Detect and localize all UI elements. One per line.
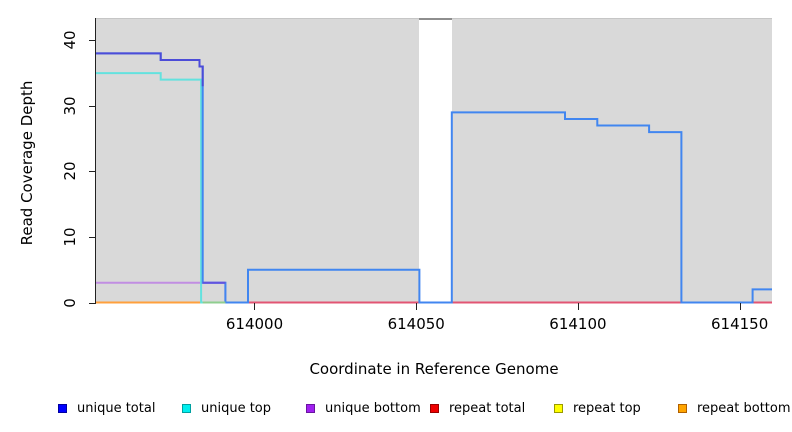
y-axis-title: Read Coverage Depth	[18, 80, 36, 246]
x-axis-tick	[577, 303, 579, 310]
legend-swatch-unique-bottom-icon	[306, 403, 315, 413]
coverage-gap-band	[419, 18, 452, 303]
x-axis-tick-label: 614050	[387, 315, 445, 333]
legend-item-repeat-bottom: repeat bottom	[678, 399, 791, 417]
y-axis-tick	[89, 171, 96, 173]
legend-swatch-unique-top-icon	[182, 403, 191, 413]
series-line-unique-total	[96, 52, 772, 304]
x-axis-title: Coordinate in Reference Genome	[309, 360, 559, 378]
legend-swatch-repeat-total-icon	[430, 403, 439, 413]
legend-label: repeat top	[573, 400, 641, 416]
x-axis-tick	[416, 303, 418, 310]
legend-item-unique-top: unique top	[182, 399, 271, 417]
y-axis-tick-label: 40	[61, 30, 79, 50]
legend-item-repeat-top: repeat top	[554, 399, 641, 417]
legend-swatch-repeat-bottom-icon	[678, 403, 687, 413]
y-axis-tick-label: 30	[61, 96, 79, 116]
legend-label: unique total	[77, 400, 156, 416]
legend-label: repeat bottom	[697, 400, 791, 416]
legend-item-repeat-total: repeat total	[430, 399, 525, 417]
y-axis-tick-label: 0	[61, 297, 79, 308]
y-axis-tick	[89, 302, 96, 304]
y-axis-tick-label: 20	[61, 161, 79, 181]
chart-canvas	[96, 52, 772, 304]
legend-swatch-repeat-top-icon	[554, 403, 563, 413]
x-axis-tick-label: 614100	[549, 315, 607, 333]
legend-label: unique bottom	[325, 400, 421, 416]
legend-label: unique top	[201, 400, 272, 416]
y-axis-tick-label: 10	[61, 227, 79, 247]
x-axis-tick-label: 614150	[711, 315, 769, 333]
overlap-unique-total-dark-left	[96, 52, 204, 87]
x-axis-tick	[739, 303, 741, 310]
x-axis-tick	[254, 303, 256, 310]
y-axis-tick	[89, 40, 96, 42]
series-line-unique-top	[96, 72, 226, 304]
x-axis-tick-label: 614000	[225, 315, 284, 333]
legend-item-unique-total: unique total	[58, 399, 155, 417]
legend-swatch-unique-total-icon	[58, 403, 67, 413]
legend-label: repeat total	[449, 400, 526, 416]
y-axis-tick	[89, 105, 96, 107]
y-axis-line	[95, 18, 96, 304]
y-axis-tick	[89, 236, 96, 238]
series-line-unique-bottom	[96, 281, 227, 303]
legend-item-unique-bottom: unique bottom	[306, 399, 421, 417]
